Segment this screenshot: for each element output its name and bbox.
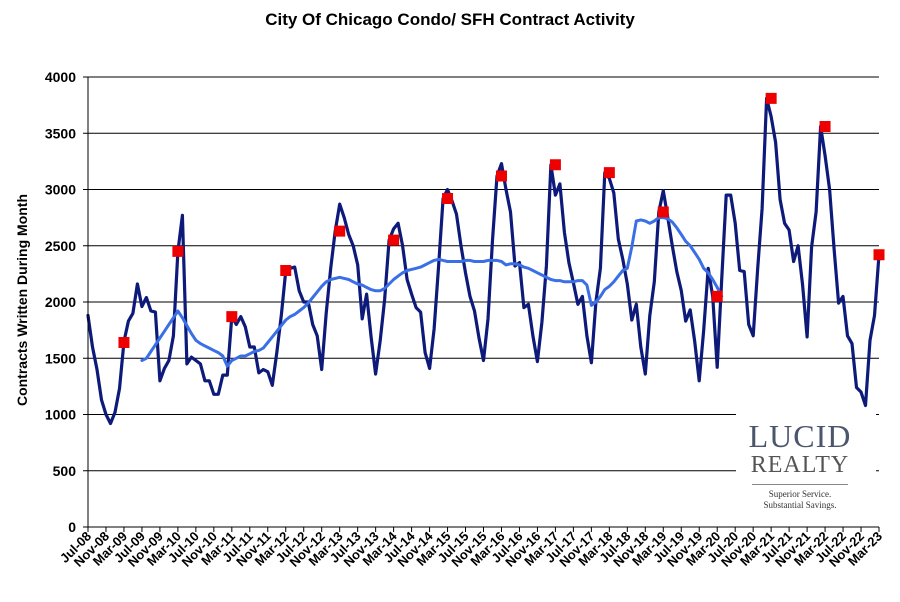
logo-text-realty: REALTY (750, 452, 850, 478)
y-tick-label: 2500 (45, 238, 76, 254)
y-tick-label: 3500 (45, 125, 76, 141)
y-tick-label: 1000 (45, 407, 76, 423)
marker-point (657, 206, 669, 218)
marker-point (172, 245, 184, 257)
y-axis-ticks: 0 500 1000 1500 2000 2500 3000 3500 4000 (45, 69, 88, 535)
marker-point (334, 225, 346, 237)
marker-point (495, 170, 507, 182)
marker-point (765, 92, 777, 104)
marker-point (711, 290, 723, 302)
logo-divider (752, 484, 848, 485)
axes (87, 77, 879, 528)
marker-point (819, 121, 831, 132)
marker-point (388, 234, 400, 246)
y-tick-label: 0 (68, 519, 76, 535)
y-axis-label: Contracts Written During Month (14, 193, 30, 407)
y-tick-label: 1500 (45, 350, 76, 366)
marker-point (603, 167, 615, 179)
monthly-contracts-line (86, 96, 881, 426)
logo-tagline-2: Substantial Savings. (763, 500, 837, 510)
marker-point (226, 311, 238, 323)
marker-point (280, 265, 292, 276)
marker-point (873, 249, 885, 261)
march-markers (118, 92, 885, 348)
x-axis-ticks: Jul-08Nov-08Mar-09Jul-09Nov-09Mar-10Jul-… (57, 527, 885, 570)
marker-point (549, 159, 561, 171)
y-tick-label: 3000 (45, 182, 76, 198)
marker-point (118, 337, 130, 348)
lucid-realty-logo: LUCID REALTY Superior Service. Substanti… (736, 410, 876, 522)
y-tick-label: 4000 (45, 69, 76, 85)
y-tick-label: 2000 (45, 294, 76, 310)
logo-text-lucid: LUCID (748, 418, 852, 454)
marker-point (442, 193, 454, 204)
chart-title: City Of Chicago Condo/ SFH Contract Acti… (265, 10, 635, 29)
series-lines (86, 96, 881, 426)
moving-average-line (140, 216, 724, 368)
logo-tagline-1: Superior Service. (768, 489, 832, 499)
y-tick-label: 500 (53, 463, 77, 479)
